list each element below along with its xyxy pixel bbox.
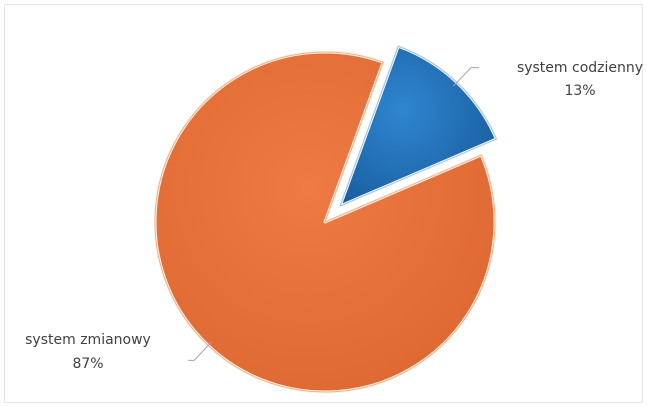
slice-label-zmianowy-value: 87%	[72, 356, 103, 372]
leader-lines	[188, 67, 479, 361]
leader-line-codzienny	[453, 67, 479, 87]
slice-label-codzienny-name: system codzienny	[517, 60, 643, 76]
slice-label-codzienny-value: 13%	[564, 83, 595, 99]
slice-label-zmianowy-name: system zmianowy	[25, 332, 151, 348]
leader-line-zmianowy	[188, 341, 213, 361]
slices-layer	[153, 44, 498, 394]
